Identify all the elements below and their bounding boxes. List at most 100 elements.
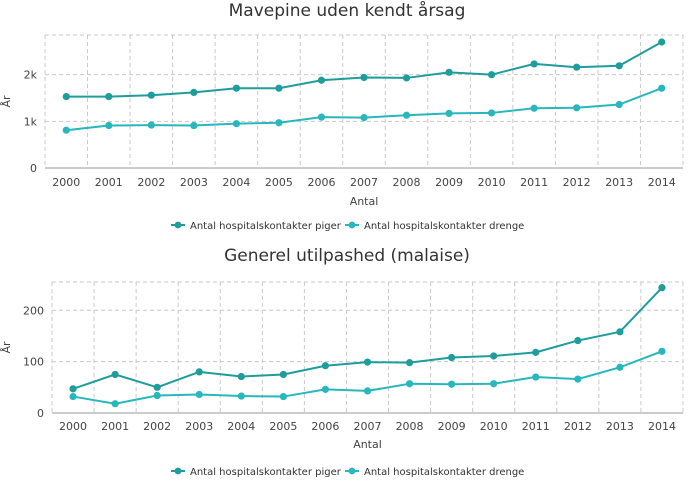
y-tick-label: 100: [23, 356, 44, 369]
x-tick-label: 2001: [101, 420, 129, 433]
y-axis-label: År: [0, 95, 13, 108]
legend-label: Antal hospitalskontakter drenge: [364, 467, 524, 478]
legend-item-2[interactable]: Antal hospitalskontakter drenge: [345, 467, 524, 478]
data-point: [616, 363, 624, 371]
data-point: [195, 368, 203, 376]
data-point: [279, 370, 287, 379]
data-point: [153, 391, 161, 400]
data-point: [321, 385, 330, 393]
data-point: [360, 73, 368, 82]
data-point: [658, 84, 666, 92]
data-point: [402, 74, 411, 82]
x-tick-label: 2001: [95, 176, 123, 189]
data-point: [574, 375, 582, 383]
data-point: [615, 100, 623, 109]
x-tick-label: 2003: [185, 420, 213, 433]
data-point: [363, 387, 372, 395]
data-point: [190, 121, 198, 130]
x-tick-label: 2013: [606, 420, 634, 433]
data-point: [190, 88, 198, 96]
x-tick-label: 2005: [265, 176, 293, 189]
legend-item-2[interactable]: Antal hospitalskontakter drenge: [345, 221, 524, 232]
data-point: [275, 84, 283, 92]
data-point: [275, 119, 283, 127]
data-point: [62, 93, 70, 101]
data-point: [532, 348, 540, 356]
data-point: [153, 383, 161, 391]
series-line-1: [72, 286, 663, 390]
x-tick-label: 2011: [520, 176, 548, 189]
y-tick-label: 0: [30, 162, 37, 175]
x-tick-label: 2002: [137, 176, 165, 189]
data-point: [658, 38, 666, 46]
x-tick-label: 2000: [52, 176, 80, 189]
x-tick-label: 2012: [563, 176, 591, 189]
data-point: [488, 71, 496, 79]
data-point: [530, 104, 538, 112]
x-tick-label: 2010: [478, 176, 506, 189]
x-axis-label: Antal: [350, 195, 379, 208]
data-point: [445, 68, 453, 76]
x-tick-label: 2010: [480, 420, 508, 433]
x-tick-label: 2013: [605, 176, 633, 189]
data-point: [62, 126, 70, 134]
x-tick-label: 2012: [564, 420, 592, 433]
data-point: [232, 120, 240, 128]
y-tick-label: 0: [37, 407, 44, 420]
legend-marker: [174, 467, 182, 475]
x-tick-label: 2006: [311, 420, 339, 433]
x-tick-label: 2002: [143, 420, 171, 433]
data-point: [69, 392, 77, 401]
data-point: [616, 328, 624, 336]
data-point: [363, 358, 372, 366]
data-point: [405, 359, 414, 367]
data-point: [105, 121, 113, 130]
data-point: [574, 336, 582, 345]
legend-label: Antal hospitalskontakter piger: [190, 467, 342, 478]
x-tick-label: 2014: [648, 420, 676, 433]
x-tick-label: 2009: [438, 420, 466, 433]
y-axis-label: År: [0, 341, 13, 354]
x-tick-label: 2004: [222, 176, 250, 189]
data-point: [448, 380, 456, 388]
x-tick-label: 2007: [350, 176, 378, 189]
data-point: [530, 60, 538, 68]
data-point: [111, 400, 119, 408]
data-point: [237, 372, 245, 381]
data-point: [402, 111, 411, 119]
data-point: [488, 109, 496, 117]
data-point: [448, 353, 456, 362]
data-point: [532, 373, 540, 381]
x-tick-label: 2003: [180, 176, 208, 189]
x-tick-label: 2014: [648, 176, 676, 189]
y-tick-label: 2k: [24, 69, 38, 82]
data-point: [195, 390, 203, 399]
chart-2: Generel utilpashed (malaise) 0 100 200 2000 2…: [0, 246, 684, 478]
x-tick-label: 2005: [269, 420, 297, 433]
legend-label: Antal hospitalskontakter drenge: [364, 221, 524, 232]
x-tick-label: 2009: [435, 176, 463, 189]
data-point: [232, 84, 240, 92]
data-point: [658, 284, 666, 292]
data-point: [317, 113, 326, 121]
data-point: [405, 380, 414, 388]
x-tick-label: 2008: [396, 420, 424, 433]
data-point: [321, 362, 330, 370]
data-point: [445, 109, 453, 117]
data-point: [279, 392, 287, 401]
data-point: [111, 370, 119, 379]
legend-marker: [174, 221, 182, 229]
x-tick-label: 2000: [59, 420, 87, 433]
legend-item-1[interactable]: Antal hospitalskontakter piger: [171, 221, 342, 232]
data-point: [105, 93, 113, 101]
legend-item-1[interactable]: Antal hospitalskontakter piger: [171, 467, 342, 478]
data-point: [490, 380, 498, 388]
chart-title: Generel utilpashed (malaise): [224, 246, 470, 266]
data-point: [615, 62, 623, 70]
data-point: [237, 392, 245, 400]
y-tick-label: 1k: [24, 115, 38, 128]
chart-title: Mavepine uden kendt årsag: [229, 0, 466, 21]
x-tick-label: 2011: [522, 420, 550, 433]
series-line-1: [66, 41, 663, 98]
